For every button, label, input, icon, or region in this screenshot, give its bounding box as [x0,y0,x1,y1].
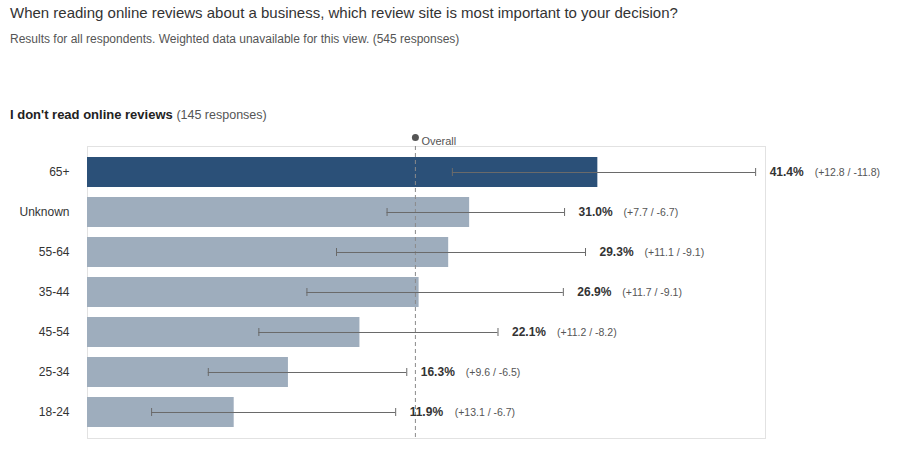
svg-text:18-24: 18-24 [39,405,70,419]
svg-text:31.0%: 31.0% [579,205,613,219]
svg-text:45-54: 45-54 [39,325,70,339]
svg-text:(+11.7 / -9.1): (+11.7 / -9.1) [622,286,682,298]
svg-text:Unknown: Unknown [19,205,69,219]
svg-text:(+12.8 / -11.8): (+12.8 / -11.8) [815,166,880,178]
svg-text:35-44: 35-44 [39,285,70,299]
svg-text:22.1%: 22.1% [512,325,546,339]
svg-text:16.3%: 16.3% [421,365,455,379]
svg-text:Overall: Overall [421,135,456,147]
svg-text:26.9%: 26.9% [577,285,611,299]
svg-text:(+9.6 / -6.5): (+9.6 / -6.5) [466,366,521,378]
svg-text:(+11.2 / -8.2): (+11.2 / -8.2) [557,326,617,338]
html-text:When reading online reviews ab: When reading online reviews about a busi… [10,4,678,21]
svg-text:55-64: 55-64 [39,245,70,259]
svg-text:(+7.7 / -6.7): (+7.7 / -6.7) [624,206,679,218]
svg-text:(+13.1 / -6.7): (+13.1 / -6.7) [455,406,515,418]
svg-text:(+11.1 / -9.1): (+11.1 / -9.1) [645,246,705,258]
svg-text:65+: 65+ [49,165,69,179]
svg-text:29.3%: 29.3% [600,245,634,259]
html-text:Results for all respondents. W: Results for all respondents. Weighted da… [10,32,460,46]
svg-text:25-34: 25-34 [39,365,70,379]
svg-text:41.4%: 41.4% [770,165,804,179]
html-text:I don't read online reviews (1: I don't read online reviews (145 respons… [10,107,267,122]
svg-text:11.9%: 11.9% [410,405,444,419]
